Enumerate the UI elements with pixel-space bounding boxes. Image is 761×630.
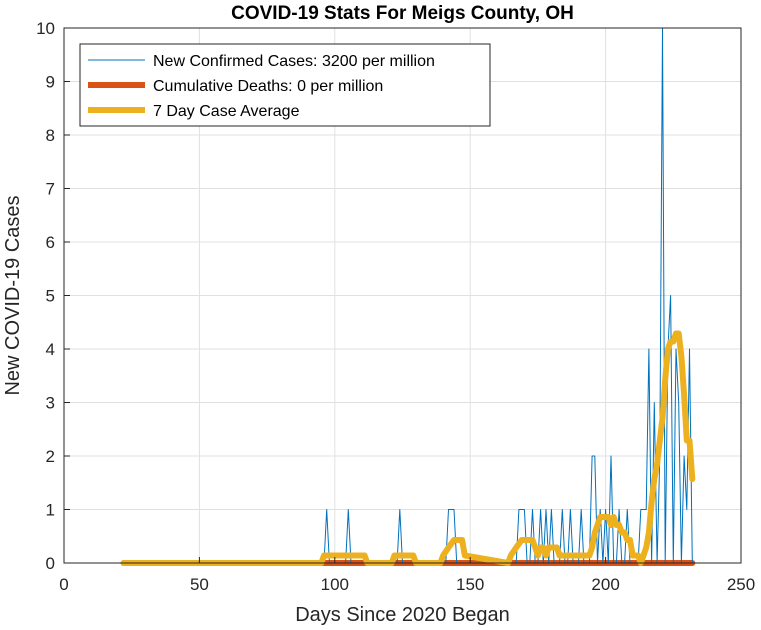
y-tick-label: 9 — [46, 73, 55, 92]
y-tick-label: 0 — [46, 554, 55, 573]
x-tick-label: 250 — [727, 575, 755, 594]
legend: New Confirmed Cases: 3200 per million Cum… — [79, 43, 491, 127]
legend-box — [79, 43, 491, 127]
y-tick-label: 4 — [46, 340, 55, 359]
y-tick-label: 1 — [46, 501, 55, 520]
x-tick-label: 200 — [591, 575, 619, 594]
chart-title: COVID-19 Stats For Meigs County, OH — [231, 3, 574, 24]
y-tick-label: 3 — [46, 394, 55, 413]
y-tick-label: 10 — [36, 19, 55, 38]
legend-label-3: 7 Day Case Average — [153, 103, 300, 120]
ticks: 0 50 100 150 200 250 0 1 2 3 4 5 6 7 8 9 10 — [36, 19, 755, 594]
y-tick-label: 8 — [46, 126, 55, 145]
legend-label-1: New Confirmed Cases: 3200 per million — [153, 53, 435, 70]
y-axis-label: New COVID-19 Cases — [2, 195, 24, 395]
y-tick-label: 7 — [46, 180, 55, 199]
x-tick-label: 50 — [190, 575, 209, 594]
x-tick-label: 100 — [321, 575, 349, 594]
x-tick-label: 0 — [59, 575, 68, 594]
y-tick-label: 6 — [46, 233, 55, 252]
x-tick-label: 150 — [456, 575, 484, 594]
legend-label-2: Cumulative Deaths: 0 per million — [153, 78, 383, 95]
x-axis-label: Days Since 2020 Began — [295, 604, 510, 626]
y-tick-label: 5 — [46, 287, 55, 306]
y-tick-label: 2 — [46, 447, 55, 466]
series-line-3 — [120, 330, 696, 566]
